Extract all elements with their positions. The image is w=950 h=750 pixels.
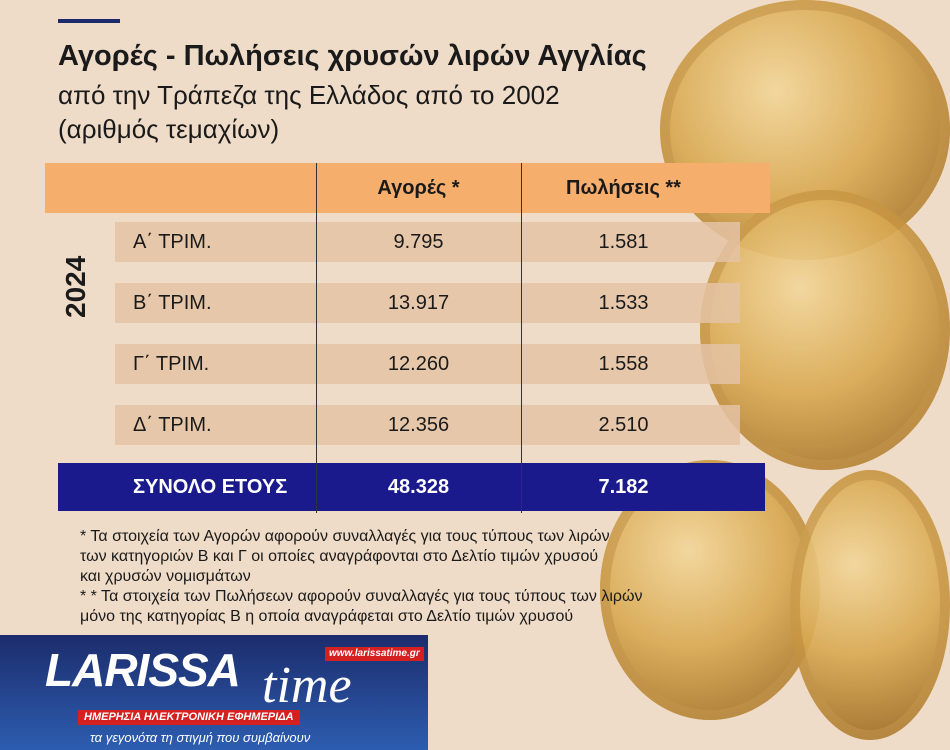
sales-value: 1.581 [598,231,649,253]
coin-image [700,190,950,470]
page-title: Αγορές - Πωλήσεις χρυσών λιρών Αγγλίας [58,40,647,72]
footnote: * Τα στοιχεία των Αγορών αφορούν συναλλα… [80,528,610,545]
footnote: * * Τα στοιχεία των Πωλήσεων αφορούν συν… [80,588,643,605]
row-label: Β΄ ΤΡΙΜ. [133,292,212,314]
column-divider [521,163,522,513]
sales-value: 2.510 [598,414,649,436]
unit-label: (αριθμός τεμαχίων) [58,114,280,144]
buys-value: 12.260 [387,353,450,375]
total-sales: 7.182 [598,476,649,498]
buys-value: 13.917 [387,292,450,314]
row-label: Α΄ ΤΡΙΜ. [133,231,212,253]
buys-value: 9.795 [393,231,444,253]
subtitle: από την Τράπεζα της Ελλάδος από το 2002 [58,80,560,110]
logo-brand: LARISSA [45,644,241,696]
footnote: μόνο της κατηγορίας Β η οποία αναγράφετα… [80,608,574,625]
table-header: Αγορές * Πωλήσεις ** [45,163,770,213]
logo-url: www.larissatime.gr [325,647,424,661]
sales-value: 1.533 [598,292,649,314]
table-row: Β΄ ΤΡΙΜ. 13.917 1.533 [115,283,740,323]
table-row: Δ΄ ΤΡΙΜ. 12.356 2.510 [115,405,740,445]
footnote: των κατηγοριών Β και Γ οι οποίες αναγράφ… [80,548,599,565]
header-buys: Αγορές * [377,177,460,199]
total-buys: 48.328 [387,476,450,498]
table-row: Α΄ ΤΡΙΜ. 9.795 1.581 [115,222,740,262]
accent-line [58,19,120,23]
footnotes: * Τα στοιχεία των Αγορών αφορούν συναλλα… [80,527,720,627]
sales-value: 1.558 [598,353,649,375]
header-sales: Πωλήσεις ** [566,177,681,199]
total-label: ΣΥΝΟΛΟ ΕΤΟΥΣ [133,476,288,498]
year-label: 2024 [60,255,91,318]
table-row: Γ΄ ΤΡΙΜ. 12.260 1.558 [115,344,740,384]
logo-tagline: ΗΜΕΡΗΣΙΑ ΗΛΕΚΤΡΟΝΙΚΗ ΕΦΗΜΕΡΙΔΑ [78,710,300,725]
total-row: ΣΥΝΟΛΟ ΕΤΟΥΣ 48.328 7.182 [58,463,765,511]
coin-image [790,470,950,740]
logo-slogan: τα γεγονότα τη στιγμή που συμβαίνουν [90,730,311,745]
buys-value: 12.356 [387,414,450,436]
footnote: και χρυσών νομισμάτων [80,568,251,585]
larissatime-logo: LARISSA time www.larissatime.gr ΗΜΕΡΗΣΙΑ… [0,635,428,750]
column-divider [316,163,317,513]
logo-brand-2: time [262,657,352,714]
row-label: Δ΄ ΤΡΙΜ. [133,414,212,436]
row-label: Γ΄ ΤΡΙΜ. [133,353,210,375]
